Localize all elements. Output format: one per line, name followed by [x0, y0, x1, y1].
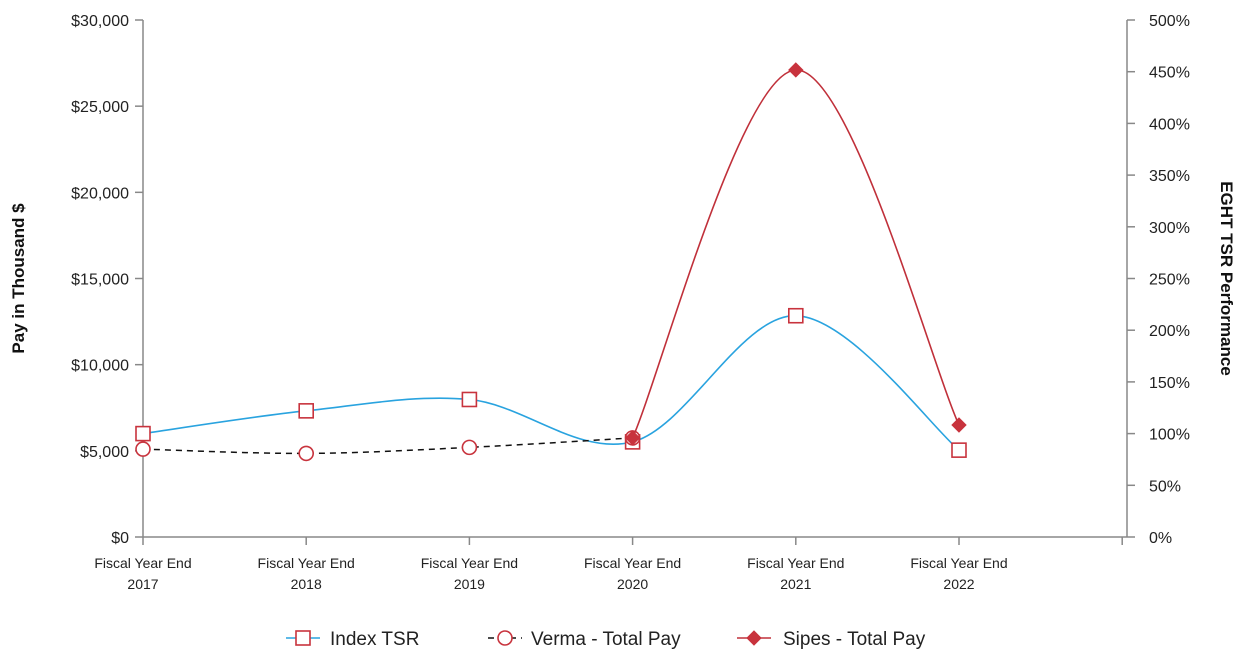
right-axis-title: EGHT TSR Performance — [1217, 181, 1236, 376]
legend-item-sipes-total-pay: Sipes - Total Pay — [737, 629, 926, 650]
series-line-verma-total-pay — [142, 437, 633, 455]
right-tick-label: 200% — [1149, 323, 1190, 340]
x-tick-label: Fiscal Year End 2021 — [747, 555, 844, 592]
data-point-index-tsr — [787, 307, 804, 324]
series-line-sipes-total-pay — [631, 69, 960, 439]
right-tick-label: 0% — [1149, 530, 1172, 547]
legend-item-index-tsr: Index TSR — [286, 629, 419, 650]
data-point-index-tsr — [298, 403, 315, 419]
data-point-index-tsr — [951, 442, 967, 458]
right-tick-label: 300% — [1149, 220, 1190, 237]
x-tick-label: Fiscal Year End 2018 — [258, 555, 355, 592]
axes: $0 $5,000 $10,000 $15,000 $20,000 $25,000 $30,… — [71, 13, 1190, 592]
legend-swatch-marker — [295, 630, 311, 646]
left-tick-label: $25,000 — [71, 99, 129, 116]
legend-swatch-marker — [746, 630, 762, 646]
series-line-index-tsr — [142, 314, 960, 451]
legend-label: Verma - Total Pay — [531, 629, 681, 650]
left-tick-label: $10,000 — [71, 358, 129, 375]
data-point-index-tsr — [461, 391, 478, 408]
legend-label: Index TSR — [330, 629, 419, 650]
right-tick-label: 450% — [1149, 65, 1190, 82]
right-tick-label: 100% — [1149, 427, 1190, 444]
left-tick-label: $20,000 — [71, 185, 129, 202]
data-point-verma-total-pay — [135, 441, 151, 457]
x-tick-label: Fiscal Year End 2020 — [584, 555, 681, 592]
legend: Index TSR Verma - Total Pay Sipes - Total … — [286, 629, 926, 650]
left-axis-title: Pay in Thousand $ — [9, 203, 28, 354]
data-point-index-tsr — [135, 425, 151, 442]
right-tick-label: 500% — [1149, 13, 1190, 30]
legend-label: Sipes - Total Pay — [783, 629, 926, 650]
data-point-sipes-total-pay — [951, 417, 967, 433]
left-tick-label: $30,000 — [71, 13, 129, 30]
series-layer — [135, 62, 967, 462]
legend-swatch-marker — [497, 630, 513, 646]
right-tick-label: 250% — [1149, 272, 1190, 289]
left-tick-label: $5,000 — [80, 444, 129, 461]
right-tick-label: 350% — [1149, 168, 1190, 185]
x-tick-label: Fiscal Year End 2017 — [94, 555, 191, 592]
data-point-verma-total-pay — [298, 445, 315, 462]
data-point-sipes-total-pay — [788, 62, 804, 78]
x-tick-label: Fiscal Year End 2019 — [421, 555, 518, 592]
data-point-verma-total-pay — [461, 439, 478, 456]
legend-item-verma-total-pay: Verma - Total Pay — [488, 629, 681, 650]
data-point-sipes-total-pay — [624, 430, 641, 446]
left-tick-label: $0 — [111, 530, 129, 547]
x-tick-label: Fiscal Year End 2022 — [910, 555, 1007, 592]
left-tick-label: $15,000 — [71, 272, 129, 289]
right-tick-label: 400% — [1149, 116, 1190, 133]
right-tick-label: 50% — [1149, 478, 1181, 495]
right-tick-label: 150% — [1149, 375, 1190, 392]
